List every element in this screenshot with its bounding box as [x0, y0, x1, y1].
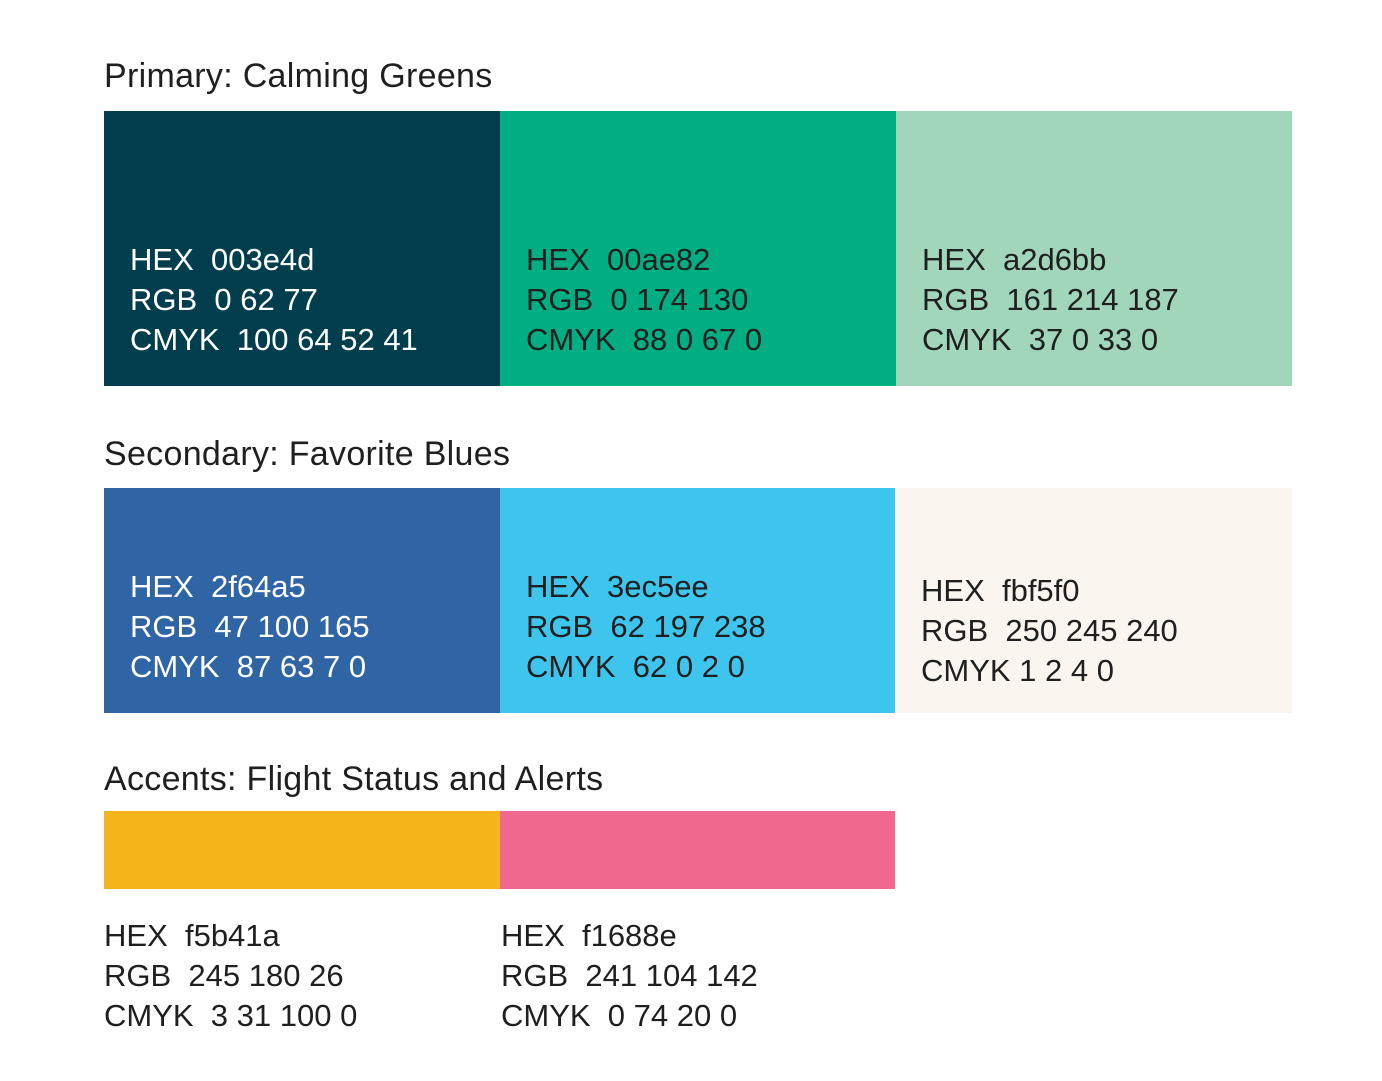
cmyk-value: CMYK 0 74 20 0 [501, 998, 738, 1033]
cmyk-value: CMYK 1 2 4 0 [921, 653, 1114, 688]
hex-value: HEX 00ae82 [526, 242, 711, 277]
swatch-accent-2 [500, 811, 895, 889]
primary-section-title: Primary: Calming Greens [104, 57, 493, 95]
cmyk-value: CMYK 62 0 2 0 [526, 649, 745, 684]
rgb-value: RGB 0 174 130 [526, 282, 749, 317]
accent-1-specs: HEX f5b41a RGB 245 180 26 CMYK 3 31 100 … [104, 916, 357, 1036]
hex-value: HEX 3ec5ee [526, 569, 709, 604]
hex-value: HEX fbf5f0 [921, 573, 1080, 608]
swatch-secondary-2: HEX 3ec5ee RGB 62 197 238 CMYK 62 0 2 0 [500, 488, 895, 713]
rgb-value: RGB 0 62 77 [130, 282, 318, 317]
hex-value: HEX 003e4d [130, 242, 315, 277]
accents-section-title: Accents: Flight Status and Alerts [104, 760, 604, 798]
rgb-value: RGB 47 100 165 [130, 609, 370, 644]
rgb-value: RGB 62 197 238 [526, 609, 766, 644]
swatch-secondary-1: HEX 2f64a5 RGB 47 100 165 CMYK 87 63 7 0 [104, 488, 500, 713]
swatch-primary-2: HEX 00ae82 RGB 0 174 130 CMYK 88 0 67 0 [500, 111, 896, 386]
hex-value: HEX a2d6bb [922, 242, 1107, 277]
swatch-primary-1: HEX 003e4d RGB 0 62 77 CMYK 100 64 52 41 [104, 111, 500, 386]
swatch-secondary-3: HEX fbf5f0 RGB 250 245 240 CMYK 1 2 4 0 [895, 488, 1292, 713]
rgb-value: RGB 250 245 240 [921, 613, 1178, 648]
hex-value: HEX f1688e [501, 918, 677, 953]
cmyk-value: CMYK 100 64 52 41 [130, 322, 418, 357]
swatch-accent-1 [104, 811, 500, 889]
rgb-value: RGB 241 104 142 [501, 958, 758, 993]
cmyk-value: CMYK 3 31 100 0 [104, 998, 358, 1033]
cmyk-value: CMYK 87 63 7 0 [130, 649, 367, 684]
cmyk-value: CMYK 88 0 67 0 [526, 322, 763, 357]
hex-value: HEX 2f64a5 [130, 569, 306, 604]
secondary-section-title: Secondary: Favorite Blues [104, 435, 511, 473]
rgb-value: RGB 245 180 26 [104, 958, 344, 993]
rgb-value: RGB 161 214 187 [922, 282, 1179, 317]
cmyk-value: CMYK 37 0 33 0 [922, 322, 1159, 357]
accent-2-specs: HEX f1688e RGB 241 104 142 CMYK 0 74 20 … [501, 916, 758, 1036]
hex-value: HEX f5b41a [104, 918, 280, 953]
swatch-primary-3: HEX a2d6bb RGB 161 214 187 CMYK 37 0 33 … [896, 111, 1292, 386]
